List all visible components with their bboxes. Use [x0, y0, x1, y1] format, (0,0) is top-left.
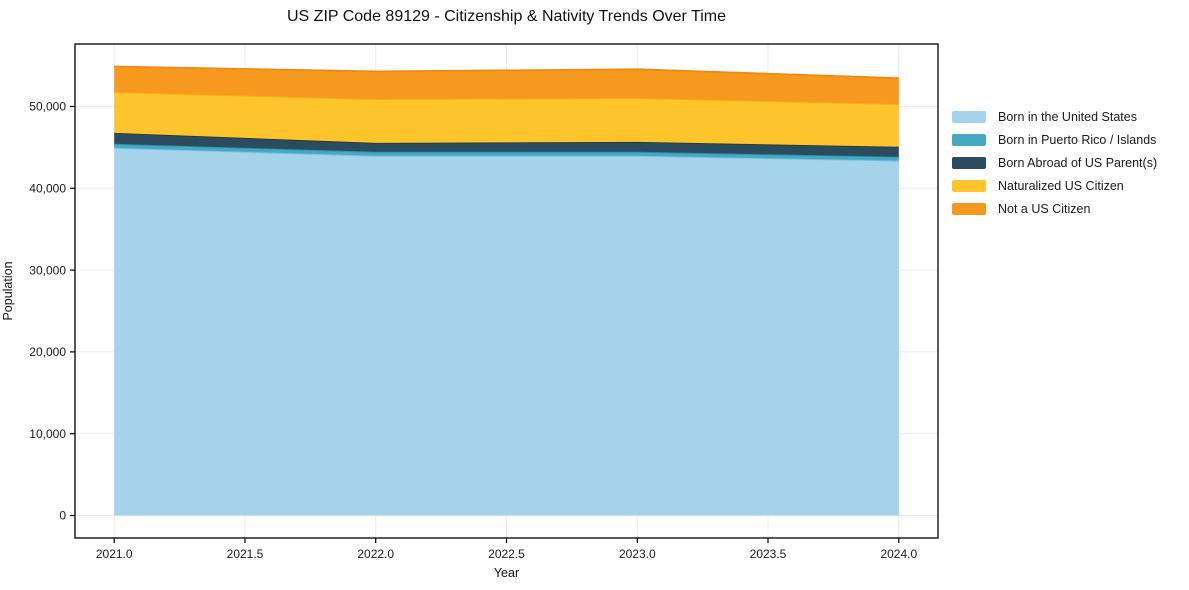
- x-tick-label: 2022.0: [357, 547, 394, 561]
- legend-item-not-a-us-citizen: Not a US Citizen: [952, 197, 1157, 220]
- y-tick-label: 30,000: [29, 263, 66, 277]
- legend-label: Born Abroad of US Parent(s): [998, 155, 1158, 170]
- y-tick-label: 0: [59, 509, 66, 523]
- area-naturalized-us-citizen: [114, 92, 899, 147]
- legend-swatch: [952, 133, 986, 146]
- legend-swatch: [952, 110, 986, 123]
- legend-swatch: [952, 179, 986, 192]
- x-tick-label: 2023.0: [619, 547, 656, 561]
- x-tick-label: 2024.0: [880, 547, 917, 561]
- area-not-a-us-citizen: [114, 66, 899, 105]
- x-tick-label: 2021.5: [227, 547, 264, 561]
- legend-label: Born in Puerto Rico / Islands: [998, 132, 1157, 147]
- legend-item-naturalized-us-citizen: Naturalized US Citizen: [952, 174, 1157, 197]
- legend-item-born-abroad-of-us-parent-s: Born Abroad of US Parent(s): [952, 151, 1157, 174]
- legend-item-born-in-puerto-rico-islands: Born in Puerto Rico / Islands: [952, 128, 1157, 151]
- legend-label: Born in the United States: [998, 109, 1137, 124]
- area-born-in-the-united-states: [114, 147, 899, 516]
- legend-label: Not a US Citizen: [998, 201, 1091, 216]
- x-tick-label: 2022.5: [488, 547, 525, 561]
- legend: Born in the United States Born in Puerto …: [952, 105, 1157, 220]
- chart-title: US ZIP Code 89129 - Citizenship & Nativi…: [287, 8, 726, 25]
- legend-swatch: [952, 156, 986, 169]
- legend-item-born-in-the-united-states: Born in the United States: [952, 105, 1157, 128]
- boundary-line-not-a-us-citizen: [114, 65, 899, 80]
- y-tick-label: 40,000: [29, 182, 66, 196]
- y-axis-label: Population: [1, 261, 15, 321]
- x-tick-label: 2023.5: [750, 547, 787, 561]
- legend-label: Naturalized US Citizen: [998, 178, 1124, 193]
- y-tick-label: 20,000: [29, 345, 66, 359]
- x-tick-label: 2021.0: [96, 547, 133, 561]
- y-tick-label: 10,000: [29, 427, 66, 441]
- x-axis-label: Year: [493, 566, 520, 580]
- legend-swatch: [952, 202, 986, 215]
- y-tick-label: 50,000: [29, 100, 66, 114]
- area-born-abroad-of-us-parent-s: [114, 132, 899, 157]
